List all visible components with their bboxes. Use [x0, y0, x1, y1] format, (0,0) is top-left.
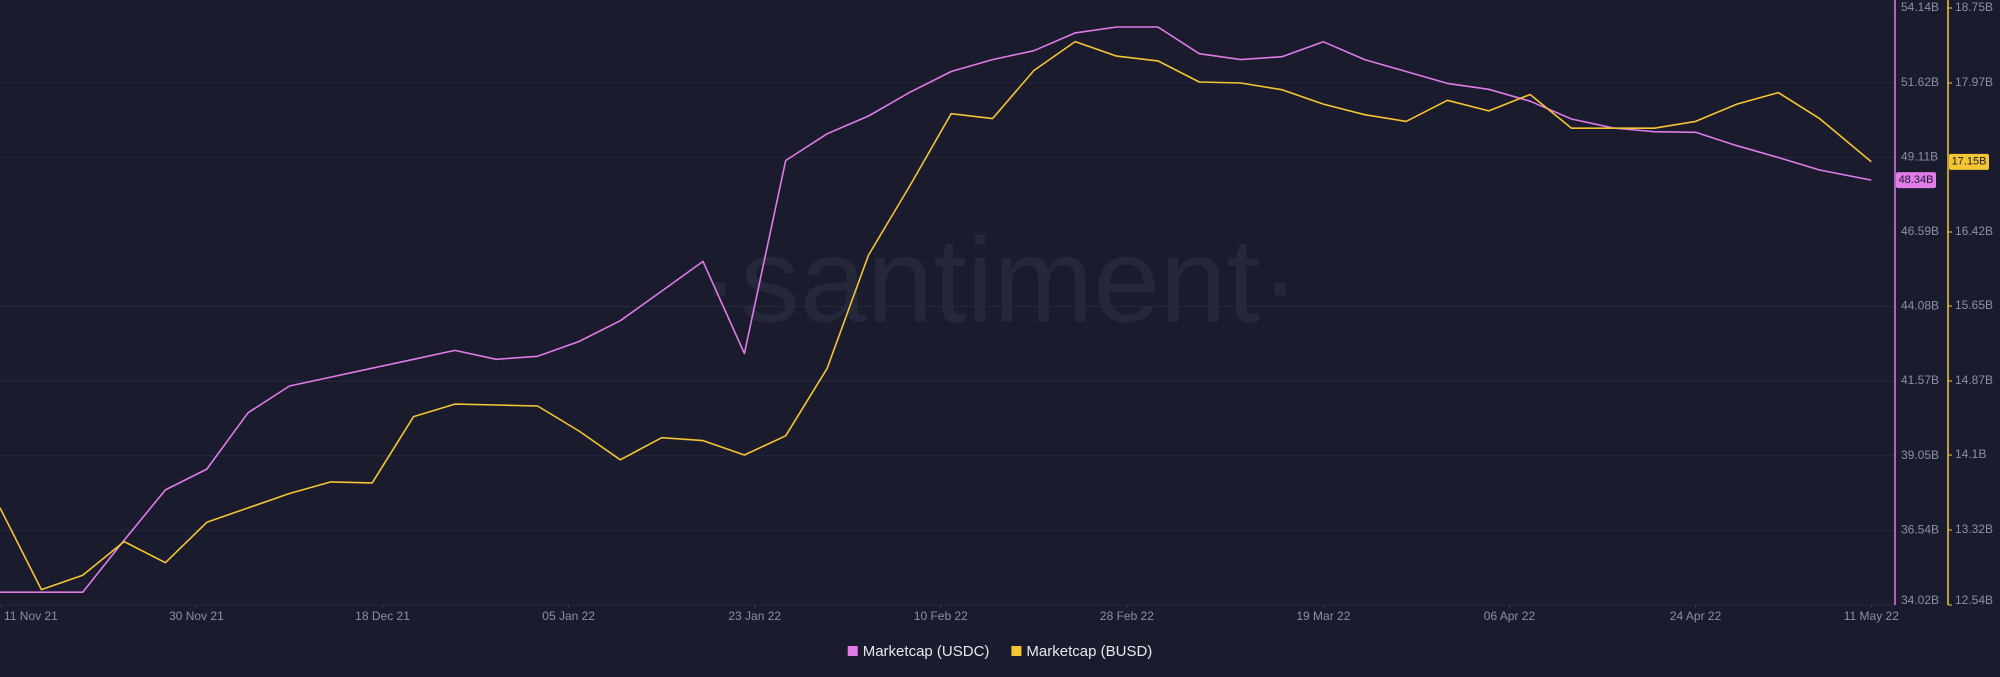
legend-swatch	[847, 646, 858, 656]
y2-tick-label: 15.65B	[1955, 298, 1993, 312]
y-tick-label: 39.05B	[1901, 448, 1939, 462]
legend-label: Marketcap (USDC)	[863, 643, 990, 660]
series-line	[0, 40, 1872, 591]
x-tick-label: 23 Jan 22	[728, 609, 781, 623]
x-tick-label: 19 Mar 22	[1296, 609, 1350, 623]
legend-label: Marketcap (BUSD)	[1026, 643, 1152, 660]
y-tick-label: 54.14B	[1901, 0, 1939, 14]
value-badge	[1896, 172, 1936, 189]
y-tick-label: 44.08B	[1901, 299, 1939, 313]
x-tick-label: 05 Jan 22	[542, 609, 595, 623]
x-tick-label: 30 Nov 21	[169, 609, 224, 623]
series-line	[0, 26, 1872, 593]
y-tick-label: 51.62B	[1901, 75, 1939, 89]
y2-tick-label: 12.54B	[1955, 593, 1993, 607]
x-tick-label: 06 Apr 22	[1484, 609, 1536, 623]
legend-swatch	[1011, 646, 1022, 656]
y-tick-label: 36.54B	[1901, 522, 1939, 536]
value-label: 48.34B	[1899, 174, 1934, 186]
y-tick-label: 49.11B	[1901, 149, 1938, 163]
y2-tick-label: 16.42B	[1955, 224, 1993, 238]
legend: Marketcap (USDC) Marketcap (BUSD)	[847, 643, 1152, 660]
x-tick-label: 28 Feb 22	[1100, 609, 1154, 623]
y2-tick-label: 14.87B	[1955, 373, 1993, 387]
x-tick-label: 11 May 22	[1844, 609, 1899, 623]
y2-tick-label: 18.75B	[1955, 0, 1993, 14]
y2-tick-label: 13.32B	[1955, 522, 1993, 536]
y2-tick-label: 17.97B	[1955, 75, 1993, 89]
y-tick-label: 46.59B	[1901, 224, 1939, 238]
x-tick-label: 24 Apr 22	[1670, 609, 1722, 623]
x-tick-label: 11 Nov 21	[4, 609, 58, 623]
y2-tick-label: 14.1B	[1955, 447, 1986, 461]
x-tick-label: 18 Dec 21	[355, 609, 410, 623]
value-badge	[1949, 153, 1989, 170]
y-tick-label: 34.02B	[1901, 593, 1939, 607]
x-tick-label: 10 Feb 22	[914, 609, 968, 623]
watermark: ·santiment·	[700, 214, 1300, 348]
value-label: 17.15B	[1952, 156, 1987, 168]
y-tick-label: 41.57B	[1901, 373, 1939, 387]
